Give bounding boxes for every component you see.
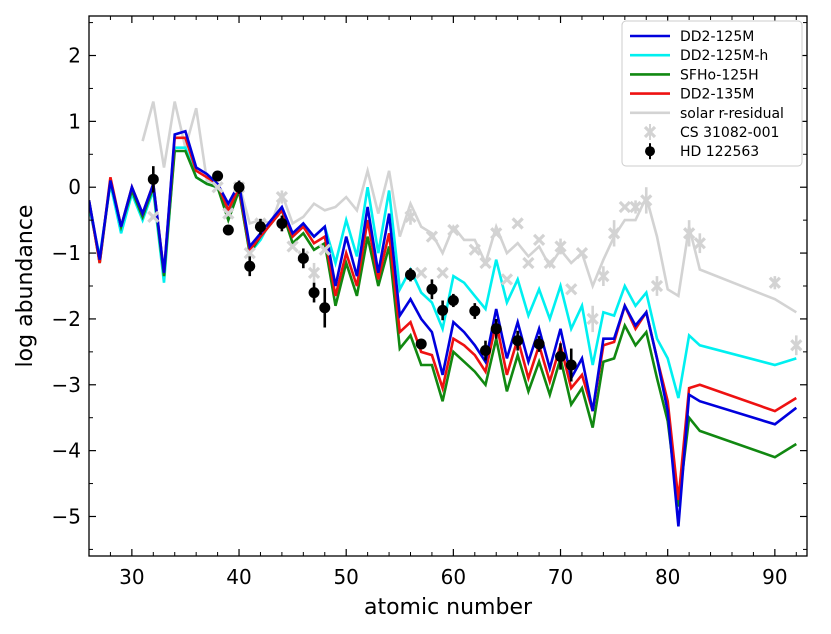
x-tick-label: 60 bbox=[441, 565, 466, 589]
legend-marker-hd-122563 bbox=[645, 146, 655, 157]
data-point-hd-122563 bbox=[480, 345, 492, 357]
legend-label-dd2-135m: DD2-135M bbox=[680, 87, 754, 103]
x-tick-label: 50 bbox=[333, 565, 358, 589]
data-point-cs-31082-001-stroke bbox=[222, 207, 235, 220]
data-point-hd-122563 bbox=[319, 302, 331, 314]
data-point-cs-31082-001-stroke bbox=[586, 312, 599, 326]
axis-tick-labels: 30 40 50 60 70 80 90 2 1 0 −1 −2 −3 −4 −5 bbox=[52, 44, 788, 589]
data-point-hd-122563 bbox=[297, 252, 309, 264]
y-tick-label: −3 bbox=[52, 373, 81, 397]
data-point-hd-122563 bbox=[533, 338, 545, 350]
y-tick-label: 0 bbox=[68, 175, 81, 199]
data-point-cs-31082-001-stroke bbox=[211, 181, 224, 194]
data-point-hd-122563 bbox=[447, 294, 459, 306]
data-point-cs-31082-001-stroke bbox=[543, 256, 556, 270]
data-point-cs-31082-001-stroke bbox=[597, 269, 610, 283]
data-point-cs-31082-001-stroke bbox=[629, 200, 642, 214]
data-point-cs-31082-001-stroke bbox=[307, 266, 321, 279]
series-markers bbox=[147, 166, 803, 382]
data-point-hd-122563 bbox=[404, 269, 416, 281]
series-lines bbox=[89, 101, 798, 527]
legend-label-dd2-125m-h: DD2-125M-h bbox=[680, 48, 768, 64]
data-point-cs-31082-001-stroke bbox=[490, 227, 503, 240]
data-point-hd-122563 bbox=[512, 335, 524, 347]
axis-ticks bbox=[89, 16, 807, 556]
y-tick-label: −4 bbox=[52, 439, 81, 463]
data-point-cs-31082-001-stroke bbox=[500, 273, 514, 286]
series-line-dd2-125m bbox=[89, 129, 798, 527]
data-point-cs-31082-001-stroke bbox=[768, 276, 781, 289]
data-point-cs-31082-001-stroke bbox=[532, 233, 546, 247]
legend-label-solar-r-residual: solar r-residual bbox=[680, 106, 784, 122]
data-point-cs-31082-001-stroke bbox=[436, 266, 449, 279]
data-point-hd-122563 bbox=[490, 323, 502, 335]
legend-label-cs-31082-001: CS 31082-001 bbox=[680, 125, 779, 141]
data-point-cs-31082-001-stroke bbox=[425, 230, 439, 243]
y-axis-label: log abundance bbox=[13, 205, 38, 368]
data-point-cs-31082-001-stroke bbox=[447, 223, 460, 237]
data-point-hd-122563 bbox=[437, 304, 449, 316]
data-point-hd-122563 bbox=[565, 359, 577, 371]
data-point-hd-122563 bbox=[244, 260, 256, 272]
data-point-hd-122563 bbox=[469, 305, 481, 317]
data-point-hd-122563 bbox=[233, 181, 245, 193]
data-point-cs-31082-001-stroke bbox=[650, 279, 664, 293]
data-point-cs-31082-001-stroke bbox=[790, 339, 803, 352]
data-point-cs-31082-001-stroke bbox=[607, 227, 621, 240]
data-point-hd-122563 bbox=[147, 173, 159, 185]
data-point-hd-122563 bbox=[212, 170, 224, 182]
data-point-cs-31082-001-stroke bbox=[618, 200, 631, 214]
x-tick-label: 80 bbox=[655, 565, 680, 589]
data-point-hd-122563 bbox=[426, 283, 438, 295]
x-tick-label: 30 bbox=[119, 565, 144, 589]
data-point-hd-122563 bbox=[415, 338, 427, 350]
plot-area bbox=[89, 101, 803, 527]
y-tick-label: 2 bbox=[68, 44, 81, 68]
legend-label-hd-122563: HD 122563 bbox=[680, 144, 759, 160]
data-point-cs-31082-001-stroke bbox=[147, 210, 160, 223]
data-point-cs-31082-001-stroke bbox=[682, 227, 696, 240]
data-point-cs-31082-001-stroke bbox=[640, 194, 653, 207]
legend-label-sfho-125h: SFHo-125H bbox=[680, 67, 759, 83]
legend: DD2-125M DD2-125M-h SFHo-125H DD2-135M solar… bbox=[621, 20, 803, 167]
data-point-cs-31082-001-stroke bbox=[275, 190, 289, 204]
data-point-cs-31082-001-stroke bbox=[243, 246, 256, 260]
data-point-hd-122563 bbox=[254, 221, 266, 233]
data-point-cs-31082-001-stroke bbox=[511, 217, 524, 230]
y-tick-label: 1 bbox=[68, 109, 81, 133]
data-point-cs-31082-001-stroke bbox=[479, 256, 492, 270]
x-tick-label: 40 bbox=[226, 565, 251, 589]
data-point-cs-31082-001-stroke bbox=[575, 246, 589, 260]
data-point-cs-31082-001-stroke bbox=[318, 243, 331, 256]
data-point-cs-31082-001-stroke bbox=[286, 240, 299, 253]
data-point-cs-31082-001-stroke bbox=[468, 243, 481, 256]
data-point-cs-31082-001-stroke bbox=[522, 256, 535, 270]
data-point-cs-31082-001-stroke bbox=[404, 210, 417, 223]
y-tick-label: −1 bbox=[52, 241, 81, 265]
legend-label-dd2-125m: DD2-125M bbox=[680, 29, 754, 45]
x-tick-label: 70 bbox=[548, 565, 573, 589]
data-point-cs-31082-001-stroke bbox=[565, 283, 578, 296]
x-tick-label: 90 bbox=[762, 565, 787, 589]
data-point-hd-122563 bbox=[555, 350, 567, 362]
x-axis-label: atomic number bbox=[364, 595, 533, 620]
data-point-hd-122563 bbox=[222, 224, 234, 236]
data-point-hd-122563 bbox=[276, 217, 288, 229]
series-line-sfho-125h bbox=[89, 149, 797, 507]
y-tick-label: −2 bbox=[52, 307, 81, 331]
data-point-cs-31082-001-stroke bbox=[693, 237, 706, 250]
data-point-hd-122563 bbox=[308, 287, 320, 299]
data-point-cs-31082-001-stroke bbox=[554, 240, 567, 253]
legend-frame bbox=[621, 20, 803, 167]
data-point-cs-31082-001-stroke bbox=[415, 266, 428, 279]
y-tick-label: −5 bbox=[52, 504, 81, 528]
